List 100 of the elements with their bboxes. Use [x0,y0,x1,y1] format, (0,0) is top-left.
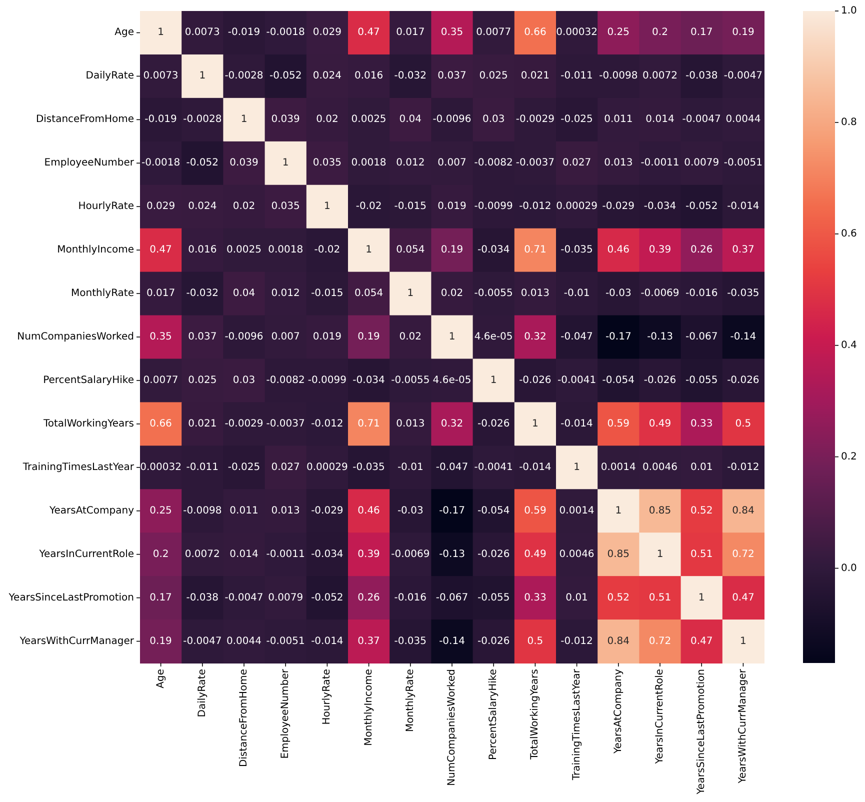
data-label: 0.0079 [268,592,304,604]
data-label: 1 [615,505,622,516]
y-tick-label: DailyRate [86,70,134,82]
data-label: -0.0055 [391,374,430,386]
data-label: 0.027 [562,158,592,169]
data-label: -0.047 [436,462,468,473]
data-label: 0.71 [358,418,380,430]
data-label: 0.0014 [559,505,594,516]
y-tick-label: TotalWorkingYears [42,418,134,430]
data-label: 0.47 [690,636,713,647]
x-tick-label: HourlyRate [322,669,333,725]
data-label: 1 [366,244,372,256]
data-label: -0.026 [644,374,676,386]
data-label: 0.037 [438,70,466,82]
x-tick-label: YearsAtCompany [612,668,624,755]
data-label: 0.013 [396,418,425,430]
data-label: 0.47 [358,27,380,38]
data-label: 1 [282,158,289,169]
data-label: 0.19 [732,27,754,38]
x-tick-label: NumCompaniesWorked [446,669,458,786]
data-label: 0.19 [150,636,172,647]
x-tick-label: TrainingTimesLastYear [571,668,582,782]
data-label: -0.03 [397,505,424,516]
data-label: -0.13 [647,332,673,342]
data-label: 0.39 [648,244,672,256]
data-label: -0.026 [477,548,510,560]
data-label: -0.052 [186,158,219,169]
data-label: -0.0018 [266,27,305,38]
data-label: -0.016 [394,592,427,604]
data-label: 0.5 [735,418,752,430]
data-label: 0.0072 [642,70,678,82]
y-tick-label: YearsAtCompany [48,505,134,516]
data-label: -0.0011 [266,548,305,560]
data-label: 1 [698,592,705,604]
x-tick-label: EmployeeNumber [280,668,292,759]
data-label: 0.013 [271,505,300,516]
data-label: 0.029 [146,201,176,212]
data-label: 0.054 [396,244,425,256]
data-label: 0.02 [232,201,256,212]
data-label: 0.0046 [559,548,594,560]
data-label: -0.055 [685,374,718,386]
data-label: 0.029 [312,27,342,38]
data-label: 0.17 [150,592,172,604]
data-label: 1 [490,374,497,386]
data-label: 4.6e-05 [474,332,513,342]
data-label: -0.0029 [516,114,555,126]
data-label: -0.015 [394,201,427,212]
data-label: 0.0079 [684,158,720,169]
data-label: 0.51 [648,592,672,604]
data-label: 0.25 [150,505,172,516]
data-label: 0.33 [690,418,713,430]
data-label: 0.32 [524,332,546,342]
data-label: 0.0046 [642,462,678,473]
data-label: 0.02 [440,288,464,300]
data-label: 0.0018 [268,244,304,256]
y-tick-label: YearsWithCurrManager [18,636,135,647]
data-label: 0.00029 [556,201,598,212]
data-label: 0.017 [396,27,425,38]
data-label: 0.33 [524,592,546,604]
data-label: -0.012 [311,418,344,430]
data-label: -0.012 [519,201,552,212]
y-tick-label: PercentSalaryHike [43,374,134,386]
data-label: 0.04 [399,114,422,126]
y-tick-label: MonthlyRate [71,288,134,300]
x-tick-label: Age [155,669,166,688]
y-tick-label: TrainingTimesLastYear [22,462,135,473]
data-label: 0.035 [271,201,300,212]
y-tick-label: DistanceFromHome [36,114,134,126]
data-label: 0.02 [316,114,338,126]
data-label: 0.35 [440,27,464,38]
y-tick-label: MonthlyIncome [57,244,134,256]
data-label: 0.037 [188,332,217,342]
data-label: 0.0077 [476,27,512,38]
data-label: 0.021 [520,70,550,82]
data-label: 0.46 [358,505,380,516]
data-label: 0.03 [232,374,256,386]
data-label: 1 [240,114,248,126]
data-label: -0.01 [564,288,590,300]
data-label: -0.016 [685,288,718,300]
data-label: -0.055 [477,592,510,604]
data-label: 1 [158,27,164,38]
data-label: -0.014 [311,636,344,647]
data-label: 0.013 [520,288,550,300]
data-label: -0.0082 [474,158,513,169]
x-tick-label: MonthlyRate [404,669,416,732]
data-label: 0.0025 [226,244,262,256]
data-label: 0.59 [607,418,630,430]
data-label: 0.37 [358,636,380,647]
data-label: 0.02 [399,332,422,342]
data-label: -0.0047 [682,114,721,126]
data-label: -0.034 [311,548,344,560]
color-bar-label: 0.4 [841,340,857,351]
data-label: -0.0069 [391,548,430,560]
data-label: -0.0098 [183,505,222,516]
x-tick-label: DailyRate [196,669,208,718]
data-label: 0.011 [604,114,633,126]
data-label: -0.047 [560,332,593,342]
data-label: -0.0096 [432,114,472,126]
data-label: 0.019 [438,201,466,212]
data-label: 0.0025 [351,114,386,126]
